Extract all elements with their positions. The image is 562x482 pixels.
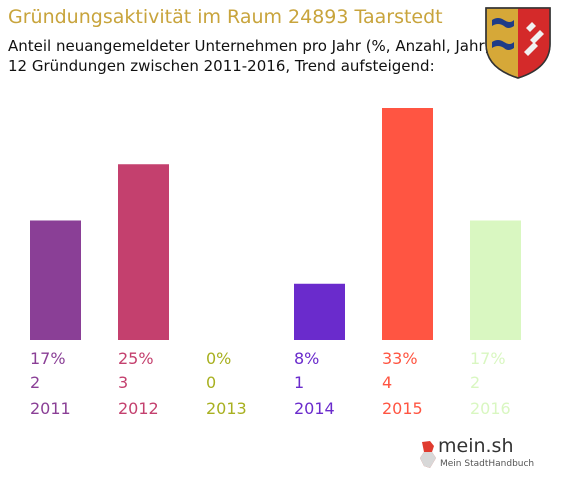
count-label-2015: 4 [382, 373, 392, 392]
bar-2016 [470, 220, 521, 340]
bar-2011 [30, 220, 81, 340]
coat-of-arms-icon [485, 7, 551, 79]
percent-label-2013: 0% [206, 349, 231, 368]
state-map-icon [420, 441, 436, 468]
count-label-2012: 3 [118, 373, 128, 392]
count-label-2014: 1 [294, 373, 304, 392]
bar-2014 [294, 283, 345, 340]
percent-label-2011: 17% [30, 349, 66, 368]
year-label-2015: 2015 [382, 399, 423, 418]
chart-title: Gründungsaktivität im Raum 24893 Taarste… [8, 6, 443, 28]
logo-text: mein.sh [438, 435, 514, 457]
count-label-2016: 2 [470, 373, 480, 392]
chart-subtitle-1: Anteil neuangemeldeter Unternehmen pro J… [8, 37, 491, 55]
year-label-2013: 2013 [206, 399, 247, 418]
mein-sh-logo: mein.sh Mein StadtHandbuch [416, 434, 536, 476]
bar-2015 [382, 108, 433, 340]
percent-label-2014: 8% [294, 349, 319, 368]
percent-label-2012: 25% [118, 349, 154, 368]
year-label-2012: 2012 [118, 399, 159, 418]
count-label-2011: 2 [30, 373, 40, 392]
logo-tagline: Mein StadtHandbuch [440, 459, 535, 469]
chart-subtitle-2: 12 Gründungen zwischen 2011-2016, Trend … [8, 57, 435, 75]
count-label-2013: 0 [206, 373, 216, 392]
year-label-2011: 2011 [30, 399, 71, 418]
percent-label-2016: 17% [470, 349, 506, 368]
bar-2012 [118, 164, 169, 340]
year-label-2014: 2014 [294, 399, 335, 418]
year-label-2016: 2016 [470, 399, 511, 418]
percent-label-2015: 33% [382, 349, 418, 368]
